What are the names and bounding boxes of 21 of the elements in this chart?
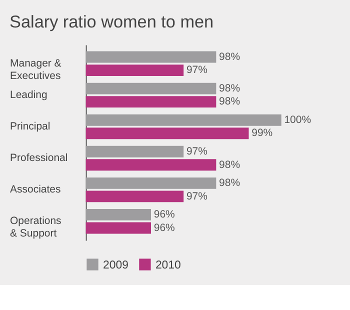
y-tick-label: Principal	[10, 122, 50, 133]
data-label: 96%	[154, 210, 175, 221]
data-label: 98%	[219, 83, 240, 94]
y-tick-label: Leading	[10, 90, 48, 102]
data-label: 99%	[252, 128, 273, 140]
data-label: 98%	[219, 52, 240, 63]
data-label: 98%	[219, 178, 240, 190]
data-label: 97%	[186, 191, 208, 202]
y-tick-label: Manager & Executives	[10, 58, 62, 82]
y-tick-label: Operations & Support	[10, 216, 62, 240]
data-label: 97%	[186, 65, 208, 76]
data-label: 97%	[186, 146, 208, 158]
legend-label: 2009	[102, 259, 128, 272]
y-tick-label: Associates	[10, 184, 61, 196]
chart-title: Salary ratio women to men	[10, 12, 214, 32]
data-label: 96%	[154, 222, 175, 234]
data-label: 98%	[219, 96, 240, 108]
data-label: 98%	[219, 160, 240, 171]
legend-label: 2010	[155, 259, 181, 272]
data-label: 100%	[284, 114, 312, 126]
y-tick-label: Professional	[10, 153, 68, 164]
